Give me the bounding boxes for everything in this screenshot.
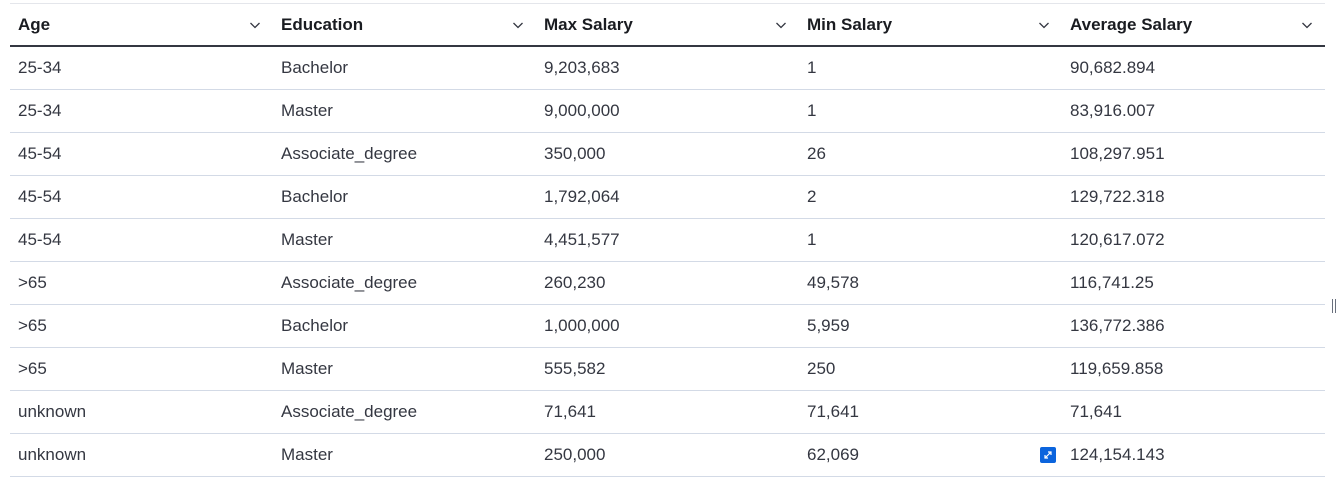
table-row: 25-34 Master 9,000,000 1 83,916.007: [10, 90, 1325, 133]
table-row: 45-54 Bachelor 1,792,064 2 129,722.318: [10, 176, 1325, 219]
cell-min-salary[interactable]: 71,641: [807, 402, 859, 421]
cell-min-salary[interactable]: 1: [807, 101, 817, 120]
cell-age[interactable]: 25-34: [18, 58, 62, 77]
cell-average-salary[interactable]: 116,741.25: [1070, 273, 1154, 292]
table-top-border: [10, 3, 1325, 4]
cell-average-salary[interactable]: 120,617.072: [1070, 230, 1165, 249]
chevron-down-icon[interactable]: [773, 17, 789, 33]
cell-education[interactable]: Master: [281, 101, 333, 120]
cell-education[interactable]: Master: [281, 359, 333, 378]
table-row: 45-54 Master 4,451,577 1 120,617.072: [10, 219, 1325, 262]
cell-average-salary[interactable]: 136,772.386: [1070, 316, 1165, 335]
cell-max-salary[interactable]: 71,641: [544, 402, 596, 421]
cell-min-salary[interactable]: 49,578: [807, 273, 859, 292]
cell-min-salary-value: 62,069: [807, 445, 859, 464]
resize-handle[interactable]: [1330, 299, 1338, 315]
column-header-label: Average Salary: [1070, 14, 1193, 34]
cell-average-salary[interactable]: 90,682.894: [1070, 58, 1156, 77]
cell-average-salary[interactable]: 83,916.007: [1070, 101, 1156, 120]
chevron-down-icon[interactable]: [510, 17, 526, 33]
cell-max-salary[interactable]: 9,000,000: [544, 101, 620, 120]
cell-max-salary[interactable]: 4,451,577: [544, 230, 620, 249]
table-row: 25-34 Bachelor 9,203,683 1 90,682.894: [10, 47, 1325, 90]
cell-education[interactable]: Associate_degree: [281, 144, 418, 163]
cell-education[interactable]: Associate_degree: [281, 402, 418, 421]
chevron-down-icon[interactable]: [247, 17, 263, 33]
cell-min-salary[interactable]: 62,069: [799, 445, 1062, 465]
cell-education[interactable]: Master: [281, 230, 333, 249]
column-header-label: Age: [18, 14, 51, 34]
cell-age[interactable]: 25-34: [18, 101, 62, 120]
cell-education[interactable]: Bachelor: [281, 316, 349, 335]
cell-max-salary[interactable]: 250,000: [544, 445, 606, 464]
chevron-down-icon[interactable]: [1036, 17, 1052, 33]
cell-min-salary[interactable]: 1: [807, 58, 817, 77]
table-row: >65 Bachelor 1,000,000 5,959 136,772.386: [10, 305, 1325, 348]
column-header-label: Education: [281, 14, 364, 34]
cell-max-salary[interactable]: 1,000,000: [544, 316, 620, 335]
cell-average-salary[interactable]: 124,154.143: [1070, 445, 1165, 464]
cell-education[interactable]: Bachelor: [281, 58, 349, 77]
cell-education[interactable]: Bachelor: [281, 187, 349, 206]
column-header-average-salary[interactable]: Average Salary: [1062, 15, 1325, 35]
cell-min-salary[interactable]: 2: [807, 187, 817, 206]
cell-average-salary[interactable]: 71,641: [1070, 402, 1122, 421]
cell-max-salary[interactable]: 260,230: [544, 273, 606, 292]
cell-min-salary[interactable]: 26: [807, 144, 826, 163]
table-row: >65 Associate_degree 260,230 49,578 116,…: [10, 262, 1325, 305]
cell-age[interactable]: 45-54: [18, 144, 62, 163]
cell-age[interactable]: 45-54: [18, 187, 62, 206]
resize-handle-line: [1332, 299, 1333, 313]
cell-age[interactable]: 45-54: [18, 230, 62, 249]
column-header-label: Min Salary: [807, 14, 893, 34]
column-header-age[interactable]: Age: [10, 15, 273, 35]
expand-icon[interactable]: [1040, 447, 1056, 463]
cell-max-salary[interactable]: 9,203,683: [544, 58, 620, 77]
cell-age[interactable]: unknown: [18, 445, 87, 464]
cell-age[interactable]: >65: [18, 359, 47, 378]
table-row: unknown Master 250,000 62,069 124,154.14…: [10, 434, 1325, 477]
header-row: Age Education Max Salary Min Salary Aver…: [10, 4, 1325, 47]
table-row: 45-54 Associate_degree 350,000 26 108,29…: [10, 133, 1325, 176]
resize-handle-line: [1335, 299, 1336, 313]
column-header-education[interactable]: Education: [273, 15, 536, 35]
cell-max-salary[interactable]: 555,582: [544, 359, 606, 378]
cell-age[interactable]: >65: [18, 316, 47, 335]
cell-average-salary[interactable]: 119,659.858: [1070, 359, 1164, 378]
cell-average-salary[interactable]: 129,722.318: [1070, 187, 1165, 206]
cell-max-salary[interactable]: 350,000: [544, 144, 606, 163]
cell-age[interactable]: >65: [18, 273, 47, 292]
column-header-min-salary[interactable]: Min Salary: [799, 15, 1062, 35]
cell-min-salary[interactable]: 1: [807, 230, 817, 249]
cell-age[interactable]: unknown: [18, 402, 87, 421]
data-grid: Age Education Max Salary Min Salary Aver…: [10, 3, 1325, 477]
cell-max-salary[interactable]: 1,792,064: [544, 187, 620, 206]
chevron-down-icon[interactable]: [1299, 17, 1315, 33]
cell-average-salary[interactable]: 108,297.951: [1070, 144, 1165, 163]
cell-education[interactable]: Master: [281, 445, 333, 464]
cell-min-salary[interactable]: 5,959: [807, 316, 850, 335]
cell-education[interactable]: Associate_degree: [281, 273, 418, 292]
cell-min-salary[interactable]: 250: [807, 359, 836, 378]
table-row: >65 Master 555,582 250 119,659.858: [10, 348, 1325, 391]
column-header-label: Max Salary: [544, 14, 633, 34]
column-header-max-salary[interactable]: Max Salary: [536, 15, 799, 35]
table-row: unknown Associate_degree 71,641 71,641 7…: [10, 391, 1325, 434]
